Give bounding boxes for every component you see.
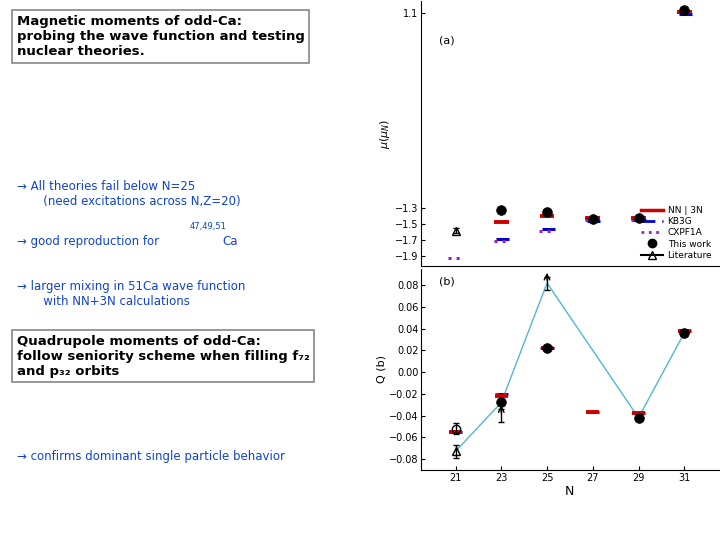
Text: Quadrupole moments of odd-Ca:
follow seniority scheme when filling f₇₂
and p₃₂ o: Quadrupole moments of odd-Ca: follow sen… bbox=[17, 335, 310, 377]
Text: (a): (a) bbox=[439, 36, 454, 45]
Text: 47,49,51: 47,49,51 bbox=[189, 222, 226, 231]
Text: → confirms dominant single particle behavior: → confirms dominant single particle beha… bbox=[17, 449, 284, 463]
Text: Ca: Ca bbox=[222, 235, 238, 248]
Text: → All theories fail below N=25
       (need excitations across N,Z=20): → All theories fail below N=25 (need exc… bbox=[17, 180, 240, 208]
X-axis label: N: N bbox=[565, 485, 575, 498]
Text: R. F. Garcia Ruiz et al., submitted to PRC: R. F. Garcia Ruiz et al., submitted to P… bbox=[17, 514, 256, 527]
Text: (b): (b) bbox=[439, 277, 455, 287]
Text: → good reproduction for: → good reproduction for bbox=[17, 235, 163, 248]
Legend: NN | 3N, KB3G, CXPF1A, This work, Literature: NN | 3N, KB3G, CXPF1A, This work, Litera… bbox=[639, 204, 714, 262]
Y-axis label: Q (b): Q (b) bbox=[376, 355, 386, 383]
Text: → larger mixing in 51Ca wave function
       with NN+3N calculations: → larger mixing in 51Ca wave function wi… bbox=[17, 280, 245, 308]
Y-axis label: $\mu(\mu_N)$: $\mu(\mu_N)$ bbox=[378, 119, 392, 148]
Text: Magnetic moments of odd-Ca:
probing the wave function and testing
nuclear theori: Magnetic moments of odd-Ca: probing the … bbox=[17, 15, 305, 58]
